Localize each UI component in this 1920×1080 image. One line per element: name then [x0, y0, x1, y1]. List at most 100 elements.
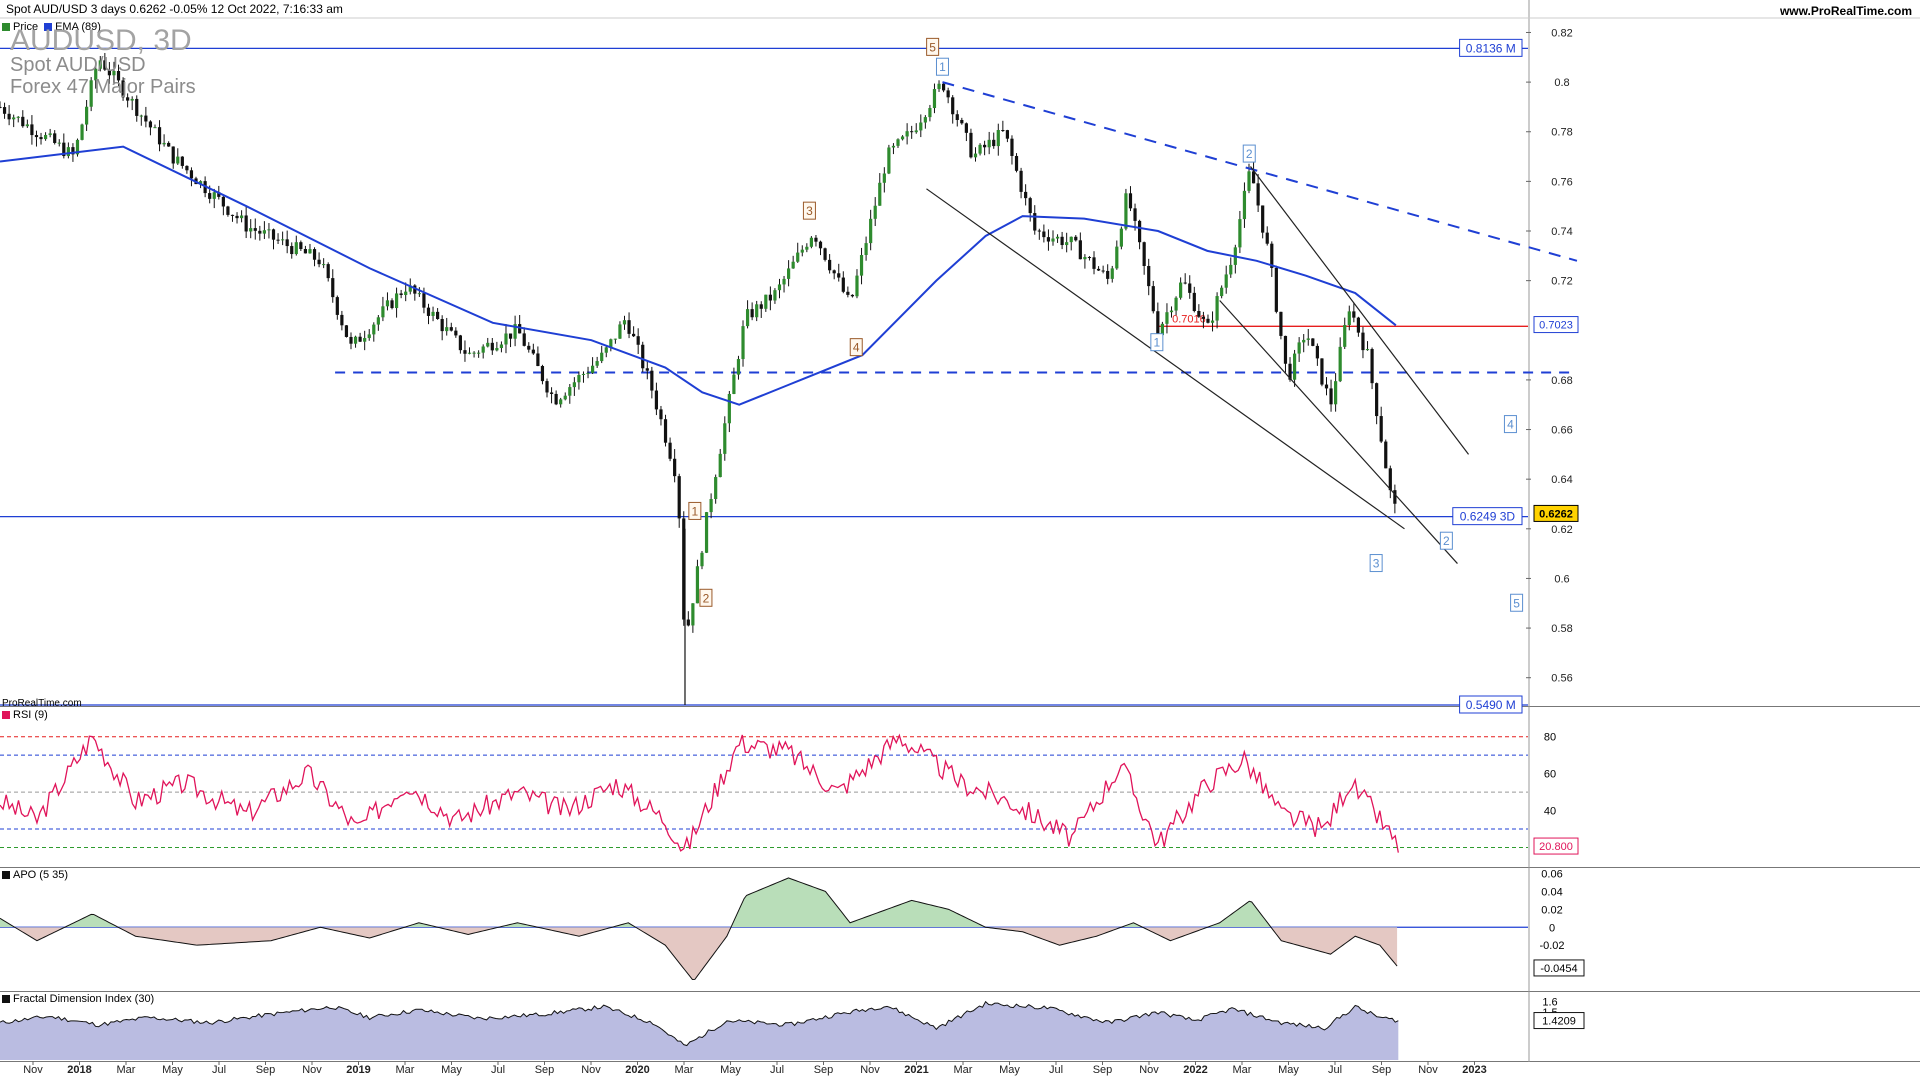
instrument-header: Spot AUD/USD 3 days 0.6262 -0.05% 12 Oct… [6, 2, 343, 16]
candle-body [869, 218, 873, 244]
candle-body [837, 273, 841, 278]
candle-body [686, 619, 690, 626]
candle-body [431, 311, 435, 316]
x-axis-tick: Sep [814, 1064, 834, 1076]
candle-body [189, 170, 194, 179]
candle-body [16, 116, 20, 118]
candle-body [1028, 198, 1032, 214]
candle-body [932, 89, 937, 109]
fdi-line [0, 1000, 1399, 1047]
candle-body [910, 131, 914, 133]
candle-body [358, 336, 362, 342]
candle-body [1370, 349, 1374, 384]
candle-body [1256, 183, 1260, 206]
candle-body [1119, 228, 1123, 247]
candle-body [818, 241, 823, 249]
candle-body [21, 116, 25, 127]
candle-body [1092, 257, 1096, 269]
candle-body [1138, 220, 1142, 243]
symbol-title: AUDUSD, 3D [10, 24, 192, 57]
candle-body [951, 97, 955, 115]
candle-body [408, 285, 412, 292]
candle-body [1083, 257, 1087, 260]
price-y-tick: 0.76 [1551, 176, 1572, 188]
candle-body [2, 107, 7, 114]
candle-body [704, 512, 709, 553]
candle-body [1306, 338, 1310, 340]
candle-body [919, 122, 923, 131]
candle-body [1074, 236, 1078, 241]
candle-body [390, 300, 394, 309]
candle-body [864, 243, 868, 256]
candle-body [914, 130, 918, 133]
candle-body [1065, 242, 1069, 246]
wave-label: 4 [853, 341, 860, 355]
x-axis-tick: Jul [1328, 1064, 1342, 1076]
candle-body [873, 205, 877, 219]
candle-body [627, 320, 631, 334]
candle-body [978, 144, 982, 154]
candle-body [714, 477, 718, 500]
apo-y-tick: 0 [1549, 922, 1555, 934]
candle-body [162, 142, 166, 145]
x-axis-tick: May [441, 1064, 462, 1076]
wave-label-box [688, 501, 702, 520]
x-axis-tick: Nov [1418, 1064, 1438, 1076]
candle-body [1292, 353, 1297, 380]
x-axis-tick: Sep [1093, 1064, 1113, 1076]
candle-body [7, 113, 11, 120]
candle-body [1069, 236, 1073, 243]
price-y-tick: 0.6 [1554, 573, 1569, 585]
candle-body [641, 344, 645, 369]
candle-body [595, 361, 599, 366]
candle-body [340, 314, 344, 326]
rsi-y-tick: 40 [1544, 806, 1556, 818]
candle-body [718, 453, 722, 478]
candle-body [1238, 219, 1242, 248]
candle-body [682, 518, 686, 620]
candle-body [490, 342, 494, 351]
candle-body [271, 229, 276, 240]
candle-body [549, 392, 554, 394]
candle-body [253, 228, 257, 231]
candle-body [399, 293, 403, 296]
x-axis-tick: May [162, 1064, 183, 1076]
candle-body [1343, 325, 1347, 347]
ema-89-line [0, 145, 1397, 406]
candle-body [25, 124, 29, 127]
candle-body [1347, 311, 1351, 326]
candle-body [326, 264, 330, 279]
candle-body [495, 348, 499, 351]
candle-body [235, 215, 239, 219]
apo-y-tick: 0.06 [1541, 868, 1562, 880]
candle-body [1215, 296, 1219, 321]
candle-body [221, 196, 225, 207]
candle-body [1156, 311, 1160, 336]
wave-label-box [1242, 144, 1256, 163]
candle-body [800, 249, 804, 253]
candle-body [130, 98, 134, 101]
price-y-tick: 0.58 [1551, 623, 1572, 635]
candle-body [1265, 232, 1269, 244]
candle-body [1324, 384, 1329, 389]
candle-body [449, 327, 453, 331]
candle-body [0, 106, 2, 108]
candle-body [39, 137, 43, 140]
candle-body [695, 566, 700, 604]
price-y-tick: 0.68 [1551, 375, 1572, 387]
candle-body [43, 134, 48, 140]
candle-body [554, 393, 558, 405]
site-link[interactable]: www.ProRealTime.com [1779, 4, 1912, 18]
candle-body [98, 60, 102, 69]
candle-body [353, 336, 358, 344]
candle-body [322, 264, 326, 266]
candle-body [135, 98, 139, 116]
wave-label-box [1439, 531, 1453, 550]
x-axis-tick: 2021 [904, 1064, 928, 1076]
candle-body [1179, 282, 1183, 298]
candle-body [139, 115, 143, 117]
candle-body [107, 69, 112, 76]
price-candles [0, 52, 1397, 633]
candle-body [1142, 242, 1146, 266]
